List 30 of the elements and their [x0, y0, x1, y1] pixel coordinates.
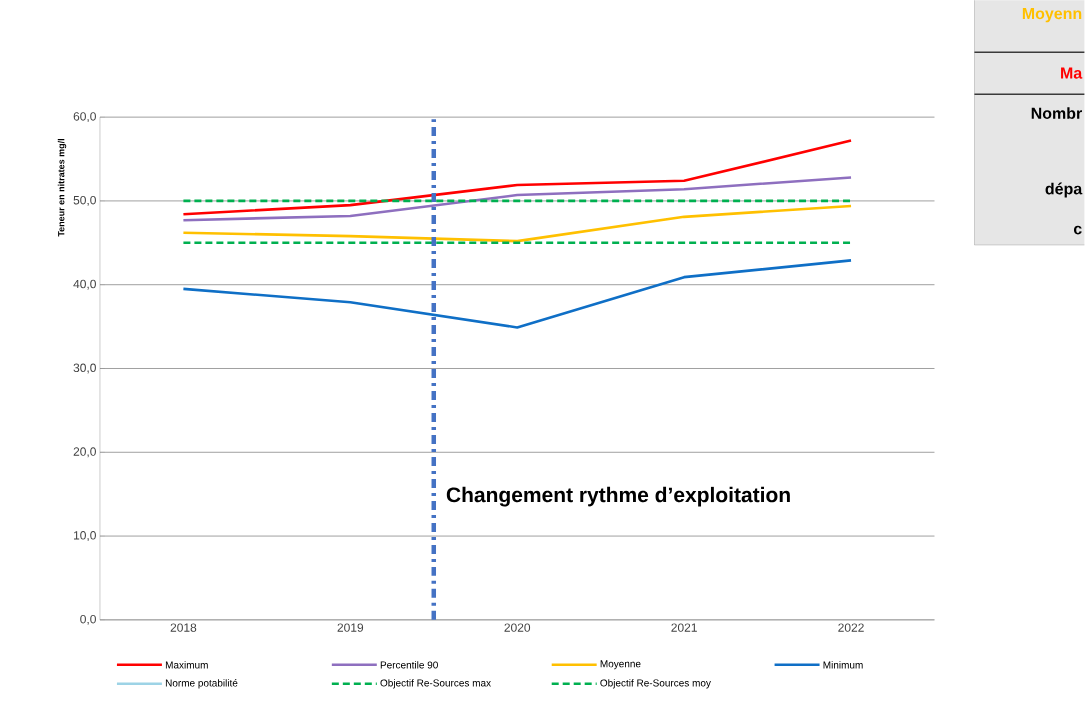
- y-tick-label: 30,0: [73, 363, 96, 374]
- legend-label: Moyenne: [600, 660, 641, 670]
- legend-label: Maximum: [165, 661, 208, 669]
- x-tick-label: 2018: [170, 623, 197, 632]
- x-tick-label: 2022: [838, 623, 864, 632]
- text: dépa: [1045, 182, 1083, 198]
- line-series: [182, 259, 853, 329]
- line-series: [182, 204, 853, 243]
- legend-label: Percentile 90: [380, 661, 438, 669]
- y-tick-label: 10,0: [73, 531, 96, 542]
- text: Ma: [1061, 67, 1083, 79]
- y-tick-label: 60,0: [73, 112, 96, 123]
- legend-label: Objectif Re-Sources max: [380, 679, 491, 689]
- x-tick-label: 2020: [504, 623, 531, 632]
- ref-line-label: Changement rythme d’exploitation: [446, 486, 790, 507]
- y-tick-label: 40,0: [73, 279, 96, 290]
- y-tick-label: 20,0: [73, 447, 96, 458]
- legend-label: Objectif Re-Sources moy: [600, 679, 711, 689]
- y-tick-label: 0,0: [80, 614, 96, 625]
- y-axis-title: Teneur en nitrates mg/l: [57, 139, 67, 237]
- x-tick-label: 2019: [337, 623, 364, 632]
- legend-label: Norme potabilité: [165, 679, 238, 689]
- line-series: [182, 176, 853, 222]
- line-series: [182, 139, 853, 216]
- legend-label: Minimum: [823, 661, 863, 669]
- text: Moyenn: [1022, 8, 1082, 23]
- text: c: [1073, 225, 1082, 235]
- y-tick-label: 50,0: [73, 196, 96, 206]
- text: Nombr: [1031, 107, 1082, 120]
- x-tick-label: 2021: [671, 623, 697, 632]
